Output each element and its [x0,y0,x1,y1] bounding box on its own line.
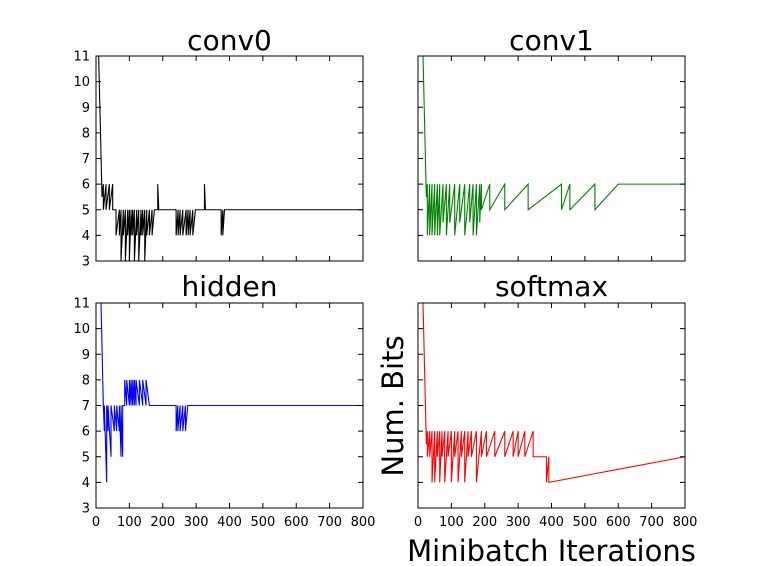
x-tick-label: 300 [184,515,209,530]
y-tick-label: 10 [73,75,90,90]
panel-title: conv1 [509,24,594,57]
y-tick-label: 4 [82,476,90,491]
x-tick-label: 200 [472,515,497,530]
x-tick-label: 600 [284,515,309,530]
x-tick-label: 700 [317,515,342,530]
plot-frame [95,302,364,509]
x-tick-label: 500 [250,515,275,530]
x-tick-label: 0 [414,515,422,530]
y-tick-label: 11 [73,297,90,312]
x-tick-label: 500 [572,515,597,530]
plot-frame [95,55,364,262]
series-line-conv0 [96,55,363,262]
y-tick-label: 10 [73,322,90,337]
y-tick-label: 5 [82,450,90,465]
y-tick-label: 5 [82,203,90,218]
x-tick-label: 600 [606,515,631,530]
y-tick-label: 9 [82,101,90,116]
panel-conv0: conv0 3 4 5 6 7 8 9 10 11 [73,24,364,270]
panel-conv1: conv1 [417,24,686,262]
series-line-softmax [418,302,686,484]
x-tick-label: 300 [506,515,531,530]
x-axis-label: Minibatch Iterations [407,534,696,566]
panel-softmax: softmax 0 100 200 300 400 500 600 700 800 [414,270,698,530]
panel-title: conv0 [187,24,272,57]
series-line-conv1 [418,55,685,236]
y-tick-label: 6 [82,178,90,193]
y-axis-label: Num. Bits [376,335,410,476]
x-tick-label: 100 [439,515,464,530]
x-tick-label: 0 [92,515,100,530]
x-tick-label: 400 [539,515,564,530]
x-tick-label: 800 [673,515,698,530]
series-line-hidden [96,302,363,483]
y-tick-label: 4 [82,229,90,244]
x-tick-label: 800 [351,515,376,530]
y-tick-label: 7 [82,152,90,167]
x-tick-label: 700 [639,515,664,530]
panel-hidden: hidden 3 4 5 6 7 8 9 10 11 0 100 200 300 400 500 600 700… [73,270,375,530]
y-tick-label: 8 [82,126,90,141]
x-tick-label: 200 [150,515,175,530]
panel-title: hidden [181,270,277,303]
panel-title: softmax [495,270,608,303]
y-tick-label: 9 [82,348,90,363]
plot-frame [417,55,686,262]
x-tick-label: 400 [217,515,242,530]
y-tick-label: 7 [82,399,90,414]
y-tick-label: 6 [82,425,90,440]
y-tick-label: 3 [82,255,90,270]
x-tick-label: 100 [117,515,142,530]
plot-frame [417,302,686,509]
y-tick-label: 11 [73,50,90,65]
y-tick-label: 8 [82,373,90,388]
y-tick-label: 3 [82,502,90,517]
